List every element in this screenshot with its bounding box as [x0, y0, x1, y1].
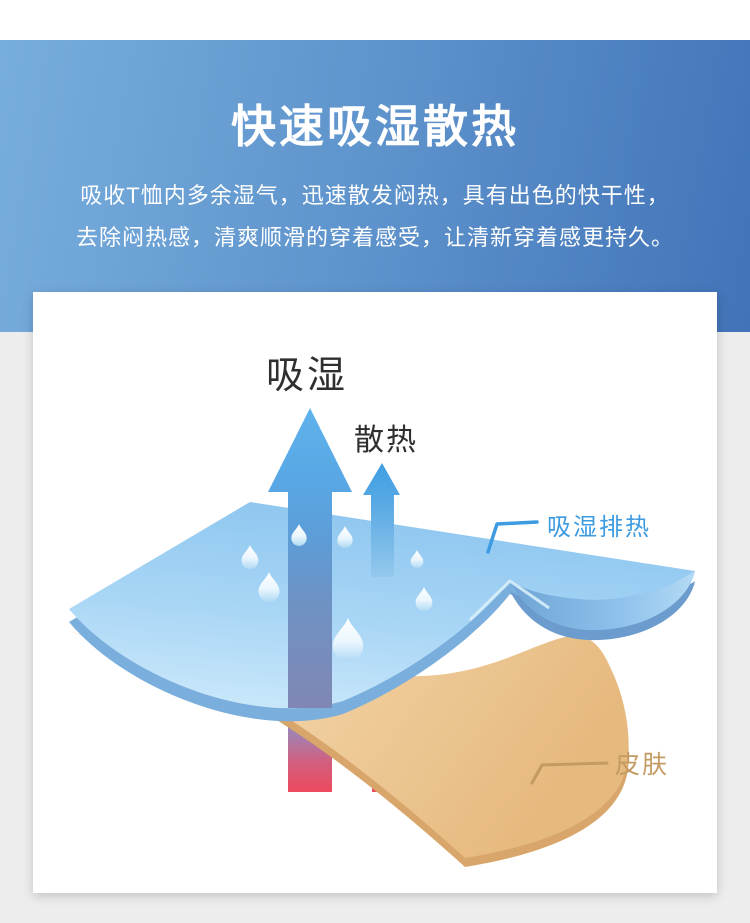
fabric-callout-label: 吸湿排热	[547, 514, 651, 541]
banner-description-line1: 吸收T恤内多余湿气，迅速散发闷热，具有出色的快干性，	[80, 183, 670, 208]
dissipate-arrow-label: 散热	[354, 424, 418, 457]
banner-description-line2: 去除闷热感，清爽顺滑的穿着感受，让清新穿着感更持久。	[75, 225, 674, 250]
fabric-fold-ridge	[468, 579, 550, 622]
skin-callout-line	[530, 761, 609, 785]
fabric-diagram-svg: 吸湿排热 皮肤 吸湿 散热	[69, 355, 695, 867]
illustration-card: 吸湿排热 皮肤 吸湿 散热	[33, 292, 717, 893]
top-white-strip	[0, 0, 750, 40]
absorb-arrow-label: 吸湿	[266, 355, 348, 397]
banner-section: 快速吸湿散热 吸收T恤内多余湿气，迅速散发闷热，具有出色的快干性， 去除闷热感，…	[0, 40, 750, 332]
banner-title: 快速吸湿散热	[230, 101, 519, 152]
skin-callout-label: 皮肤	[615, 751, 669, 779]
fabric-callout-line	[486, 520, 539, 554]
dissipate-arrow	[363, 463, 400, 577]
absorb-arrow	[268, 408, 352, 708]
